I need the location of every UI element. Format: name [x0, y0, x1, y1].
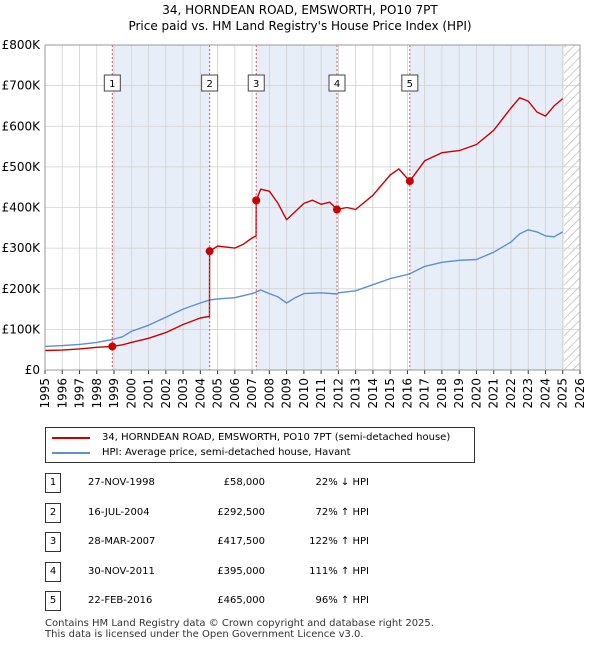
x-tick-label: 2015 — [383, 378, 397, 409]
legend-swatch-hpi — [52, 451, 90, 454]
transaction-date: 16-JUL-2004 — [88, 506, 150, 518]
transaction-date: 28-MAR-2007 — [88, 536, 156, 547]
sale-label-box-5 — [401, 74, 419, 92]
y-tick-label: £100K — [2, 322, 42, 336]
x-tick-label: 1998 — [90, 378, 104, 409]
transaction-price: £395,000 — [217, 565, 265, 577]
chart-subtitle: Price paid vs. HM Land Registry's House … — [128, 19, 472, 33]
sale-point-1 — [108, 342, 117, 351]
x-tick-label: 2021 — [487, 378, 501, 409]
plot-frame — [44, 44, 581, 371]
x-tick-label: 2000 — [124, 378, 138, 409]
chart-legend: 34, HORNDEAN ROAD, EMSWORTH, PO10 7PT (s… — [45, 427, 475, 463]
transaction-date: 30-NOV-2011 — [88, 565, 155, 577]
legend-item-hpi: HPI: Average price, semi-detached house,… — [52, 445, 351, 460]
transaction-number: 3 — [45, 532, 61, 552]
x-tick-label: 2017 — [418, 378, 432, 409]
sale-label-box-1 — [103, 74, 121, 92]
transaction-hpi-change: 122% ↑ HPI — [309, 536, 369, 547]
x-tick-label: 2016 — [400, 378, 414, 409]
sale-label-box-3 — [247, 74, 265, 92]
x-tick-label: 2008 — [262, 378, 276, 409]
y-tick-label: £700K — [2, 79, 42, 93]
transaction-date: 27-NOV-1998 — [88, 477, 155, 488]
transaction-number: 4 — [45, 561, 61, 582]
sale-label-4: 4 — [334, 79, 340, 90]
table-row: 4 30-NOV-2011 £395,000 111% ↑ HPI — [0, 561, 600, 582]
price-chart: 1 2 3 4 5 £0 £100K £200K £300K £400K £500K £600K £7… — [2, 38, 587, 409]
transaction-number: 5 — [45, 591, 61, 611]
x-tick-label: 1995 — [38, 378, 52, 409]
x-tick-label: 2002 — [159, 378, 173, 409]
table-row: 2 16-JUL-2004 £292,500 72% ↑ HPI — [0, 502, 600, 523]
transaction-date: 22-FEB-2016 — [88, 595, 153, 606]
x-tick-label: 2026 — [573, 378, 587, 409]
x-tick-label: 2010 — [297, 378, 311, 409]
table-row: 5 22-FEB-2016 £465,000 96% ↑ HPI — [0, 591, 600, 611]
sale-point-4 — [333, 205, 342, 214]
sale-label-2: 2 — [206, 79, 212, 90]
chart-title: 34, HORNDEAN ROAD, EMSWORTH, PO10 7PT — [162, 3, 438, 17]
x-tick-label: 2014 — [366, 378, 380, 409]
x-tick-label: 2005 — [211, 378, 225, 409]
sale-label-box-2 — [201, 74, 219, 92]
x-tick-label: 2001 — [142, 378, 156, 409]
x-tick-label: 2012 — [331, 378, 345, 409]
table-row: 1 27-NOV-1998 £58,000 22% ↓ HPI — [0, 473, 600, 493]
transaction-hpi-change: 22% ↓ HPI — [315, 477, 369, 488]
transaction-hpi-change: 96% ↑ HPI — [315, 595, 369, 606]
sale-point-5 — [405, 177, 414, 186]
x-tick-label: 2004 — [193, 378, 207, 409]
x-tick-label: 1996 — [55, 378, 69, 409]
x-tick-label: 2003 — [176, 378, 190, 409]
x-tick-label: 2023 — [521, 378, 535, 409]
x-tick-label: 2019 — [452, 378, 466, 409]
transaction-hpi-change: 111% ↑ HPI — [309, 565, 369, 577]
transaction-hpi-change: 72% ↑ HPI — [315, 506, 369, 518]
transaction-price: £417,500 — [217, 536, 265, 547]
legend-label-property: 34, HORNDEAN ROAD, EMSWORTH, PO10 7PT (s… — [102, 432, 451, 443]
hpi-series-line — [44, 229, 564, 348]
x-tick-label: 2018 — [435, 378, 449, 409]
x-tick-label: 2022 — [504, 378, 518, 409]
sale-label-3: 3 — [253, 79, 259, 90]
x-tick-label: 2020 — [469, 378, 483, 409]
x-tick-label: 2011 — [314, 378, 328, 409]
x-tick-label: 2006 — [228, 378, 242, 409]
footer-copyright: Contains HM Land Registry data © Crown c… — [45, 618, 434, 629]
x-tick-label: 2024 — [538, 378, 552, 409]
transaction-number: 2 — [45, 502, 61, 523]
y-tick-label: £300K — [2, 241, 42, 255]
sale-label-5: 5 — [407, 79, 413, 90]
y-tick-label: £200K — [2, 282, 42, 296]
footer-license: This data is licensed under the Open Gov… — [45, 629, 364, 640]
x-tick-label: 2025 — [556, 378, 570, 409]
property-series-line — [44, 97, 564, 352]
y-tick-label: £400K — [2, 201, 42, 215]
sale-point-2 — [205, 247, 214, 256]
transaction-price: £465,000 — [217, 595, 265, 606]
footer: Contains HM Land Registry data © Crown c… — [45, 618, 434, 640]
legend-label-hpi: HPI: Average price, semi-detached house,… — [102, 447, 351, 458]
x-tick-label: 2013 — [349, 378, 363, 409]
transaction-price: £58,000 — [223, 477, 265, 488]
sale-point-3 — [252, 196, 261, 205]
x-tick-label: 2009 — [280, 378, 294, 409]
legend-swatch-property — [52, 436, 90, 439]
transaction-price: £292,500 — [217, 506, 265, 518]
y-tick-label: £800K — [2, 38, 42, 52]
y-tick-label: £500K — [2, 160, 42, 174]
y-tick-label: £600K — [2, 119, 42, 133]
y-tick-label: £0 — [25, 363, 40, 377]
legend-item-property: 34, HORNDEAN ROAD, EMSWORTH, PO10 7PT (s… — [52, 430, 450, 445]
x-tick-label: 2007 — [245, 378, 259, 409]
sale-label-1: 1 — [109, 79, 115, 90]
x-tick-label: 1997 — [73, 378, 87, 409]
sale-label-box-4 — [328, 74, 346, 92]
transaction-number: 1 — [45, 473, 61, 493]
x-tick-label: 1999 — [107, 378, 121, 409]
table-row: 3 28-MAR-2007 £417,500 122% ↑ HPI — [0, 532, 600, 552]
